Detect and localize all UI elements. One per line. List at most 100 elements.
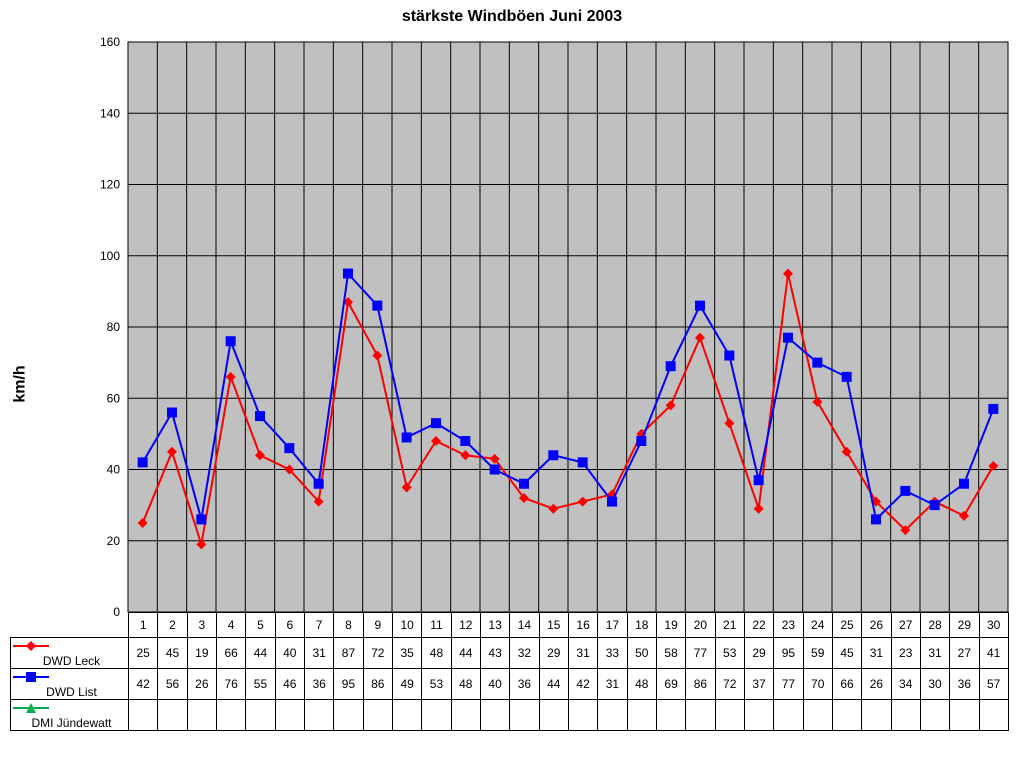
value-cell <box>363 700 392 731</box>
chart-title: stärkste Windböen Juni 2003 <box>0 8 1024 26</box>
value-cell <box>656 700 685 731</box>
value-cell: 23 <box>891 638 920 669</box>
marker-square <box>636 436 646 446</box>
data-table: 1234567891011121314151617181920212223242… <box>10 612 1009 731</box>
value-cell: 87 <box>334 638 363 669</box>
legend-label-text: DMI Jündewatt <box>31 716 111 730</box>
value-cell: 36 <box>510 669 539 700</box>
value-cell: 19 <box>187 638 216 669</box>
marker-square <box>871 514 881 524</box>
legend-swatch <box>11 700 51 716</box>
value-cell <box>422 700 451 731</box>
value-cell: 36 <box>304 669 333 700</box>
marker-square <box>284 443 294 453</box>
value-cell <box>392 700 421 731</box>
value-cell: 69 <box>656 669 685 700</box>
value-cell: 56 <box>158 669 187 700</box>
value-cell: 40 <box>275 638 304 669</box>
y-tick-label: 20 <box>107 534 121 548</box>
category-cell: 17 <box>598 613 627 638</box>
marker-square <box>607 497 617 507</box>
value-cell: 48 <box>627 669 656 700</box>
value-cell: 43 <box>480 638 509 669</box>
marker-square <box>519 479 529 489</box>
y-axis-label: km/h <box>12 365 30 402</box>
value-cell: 95 <box>774 638 803 669</box>
value-cell: 57 <box>979 669 1008 700</box>
value-cell: 26 <box>187 669 216 700</box>
marker-square <box>314 479 324 489</box>
value-cell: 29 <box>744 638 773 669</box>
legend-label-text: DWD Leck <box>43 654 100 668</box>
legend-cell: DMI Jündewatt <box>11 700 129 731</box>
series-row: DWD List42562676554636958649534840364442… <box>11 669 1009 700</box>
value-cell: 95 <box>334 669 363 700</box>
y-tick-label: 120 <box>100 178 120 192</box>
marker-square <box>226 336 236 346</box>
marker-square <box>196 514 206 524</box>
y-tick-label: 60 <box>107 391 121 405</box>
marker-square <box>988 404 998 414</box>
value-cell: 42 <box>129 669 158 700</box>
category-cell: 3 <box>187 613 216 638</box>
value-cell: 44 <box>451 638 480 669</box>
value-cell: 33 <box>598 638 627 669</box>
value-cell: 48 <box>422 638 451 669</box>
category-cell: 19 <box>656 613 685 638</box>
value-cell: 45 <box>158 638 187 669</box>
value-cell: 32 <box>510 638 539 669</box>
y-tick-label: 160 <box>100 35 120 49</box>
value-cell <box>187 700 216 731</box>
value-cell: 27 <box>950 638 979 669</box>
category-cell: 26 <box>862 613 891 638</box>
legend-label-text: DWD List <box>46 685 97 699</box>
marker-square <box>372 301 382 311</box>
value-cell: 66 <box>832 669 861 700</box>
value-cell <box>539 700 568 731</box>
value-cell: 48 <box>451 669 480 700</box>
marker-square <box>26 672 36 682</box>
value-cell <box>451 700 480 731</box>
value-cell: 53 <box>715 638 744 669</box>
category-cell: 12 <box>451 613 480 638</box>
category-cell: 13 <box>480 613 509 638</box>
category-cell: 30 <box>979 613 1008 638</box>
y-tick-label: 80 <box>107 320 121 334</box>
value-cell: 42 <box>568 669 597 700</box>
value-cell <box>979 700 1008 731</box>
marker-square <box>255 411 265 421</box>
y-tick-label: 40 <box>107 463 121 477</box>
value-cell: 86 <box>686 669 715 700</box>
value-cell: 46 <box>275 669 304 700</box>
value-cell <box>510 700 539 731</box>
marker-square <box>490 465 500 475</box>
category-cell: 4 <box>216 613 245 638</box>
value-cell: 55 <box>246 669 275 700</box>
category-cell: 7 <box>304 613 333 638</box>
value-cell <box>774 700 803 731</box>
value-cell <box>862 700 891 731</box>
marker-square <box>724 351 734 361</box>
marker-square <box>754 475 764 485</box>
legend-swatch <box>11 669 51 685</box>
category-cell: 23 <box>774 613 803 638</box>
value-cell: 41 <box>979 638 1008 669</box>
category-cell: 11 <box>422 613 451 638</box>
value-cell: 40 <box>480 669 509 700</box>
value-cell: 31 <box>862 638 891 669</box>
value-cell: 86 <box>363 669 392 700</box>
marker-square <box>695 301 705 311</box>
marker-diamond <box>26 641 36 651</box>
category-cell: 5 <box>246 613 275 638</box>
marker-square <box>138 457 148 467</box>
value-cell <box>686 700 715 731</box>
value-cell: 72 <box>363 638 392 669</box>
value-cell <box>627 700 656 731</box>
marker-square <box>812 358 822 368</box>
value-cell: 50 <box>627 638 656 669</box>
category-cell: 8 <box>334 613 363 638</box>
category-cell: 25 <box>832 613 861 638</box>
category-cell: 28 <box>920 613 949 638</box>
value-cell <box>334 700 363 731</box>
value-cell: 76 <box>216 669 245 700</box>
